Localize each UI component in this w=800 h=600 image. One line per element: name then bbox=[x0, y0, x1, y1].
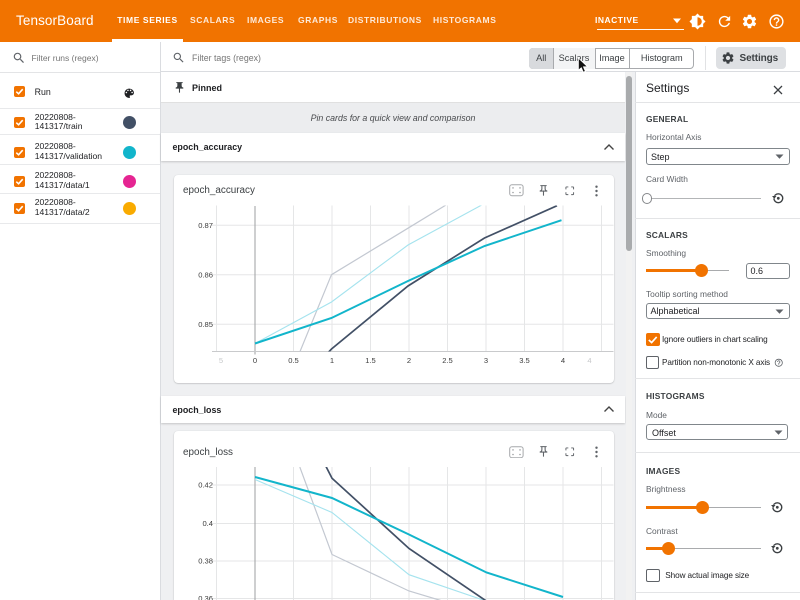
svg-text:3.5: 3.5 bbox=[519, 356, 530, 365]
svg-text:0.4: 0.4 bbox=[202, 519, 213, 528]
svg-text:0.85: 0.85 bbox=[198, 319, 213, 328]
svg-text:3: 3 bbox=[484, 356, 488, 365]
svg-text:0.5: 0.5 bbox=[288, 356, 299, 365]
svg-text:0.38: 0.38 bbox=[198, 557, 213, 566]
svg-text:4: 4 bbox=[587, 356, 591, 365]
svg-text:0.87: 0.87 bbox=[198, 220, 213, 229]
svg-text:5: 5 bbox=[219, 356, 223, 365]
svg-text:4: 4 bbox=[561, 356, 565, 365]
svg-text:0.36: 0.36 bbox=[198, 594, 213, 600]
svg-text:0: 0 bbox=[253, 356, 257, 365]
svg-text:1.5: 1.5 bbox=[365, 356, 376, 365]
svg-text:2: 2 bbox=[407, 356, 411, 365]
svg-text:1: 1 bbox=[330, 356, 334, 365]
svg-text:0.86: 0.86 bbox=[198, 270, 213, 279]
svg-text:2.5: 2.5 bbox=[442, 356, 453, 365]
svg-text:0.42: 0.42 bbox=[198, 481, 213, 490]
